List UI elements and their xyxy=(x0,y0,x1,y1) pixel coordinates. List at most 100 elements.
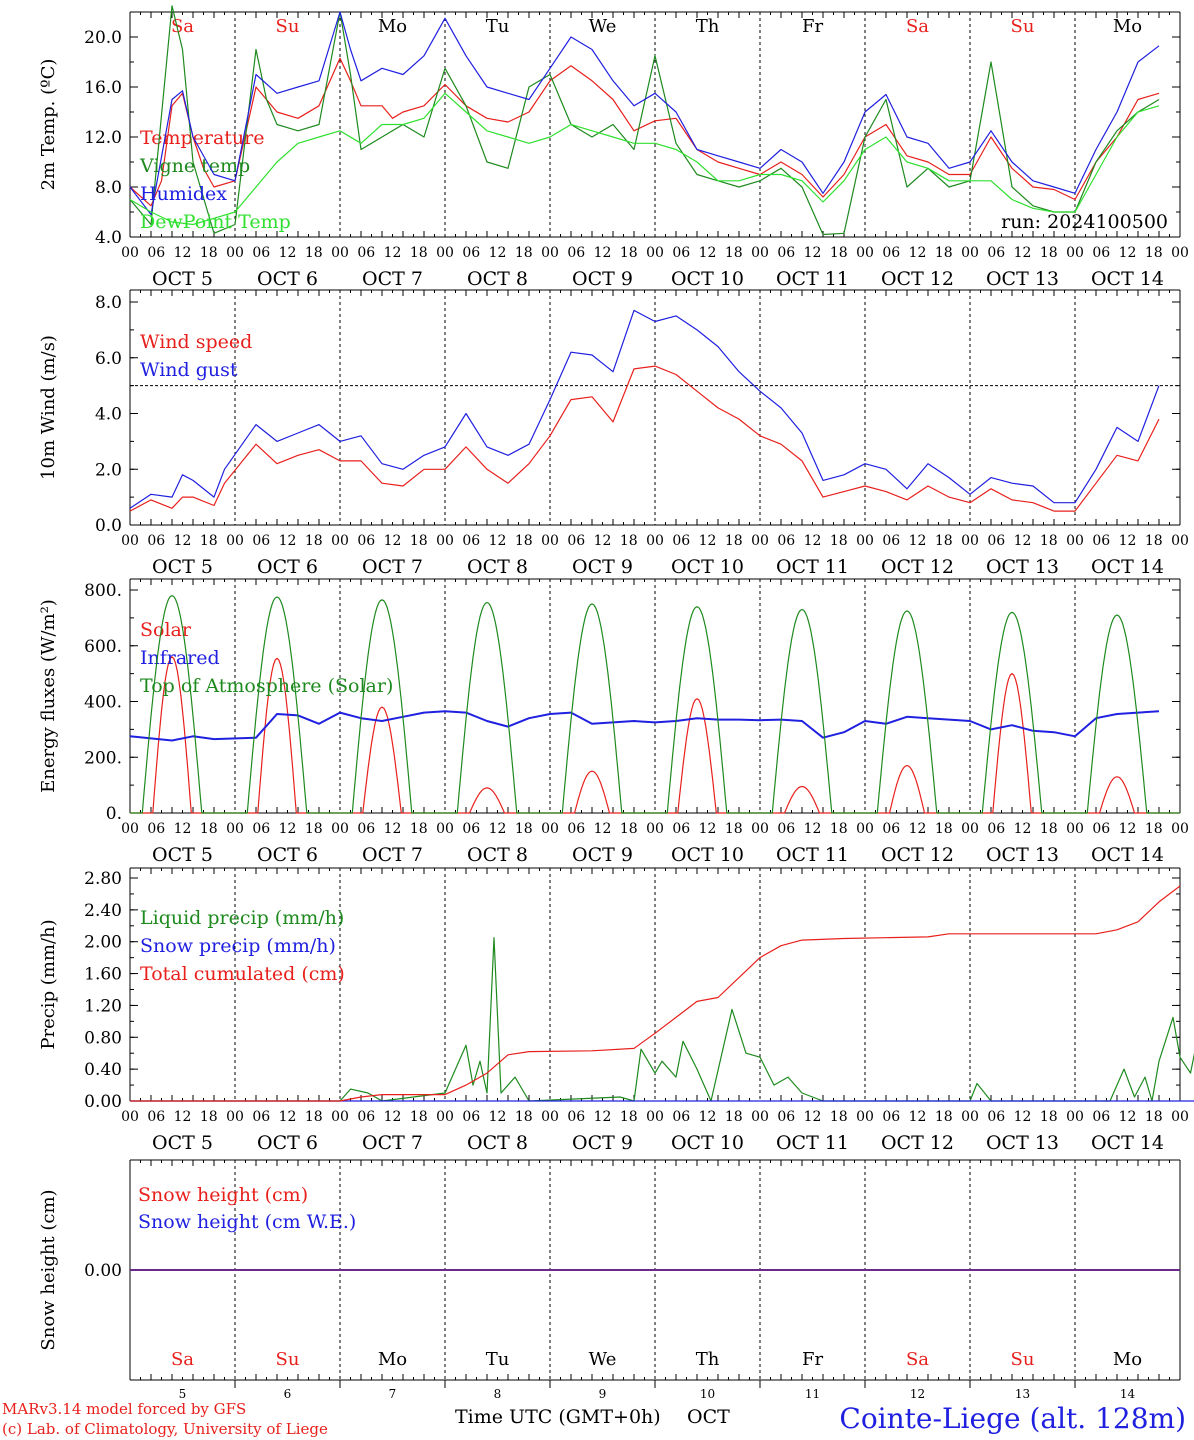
hour-tick-label: 12 xyxy=(279,1109,297,1125)
hour-tick-label: 12 xyxy=(1014,821,1032,837)
hour-tick-label: 18 xyxy=(620,245,638,261)
date-label: OCT 11 xyxy=(776,556,849,578)
hour-tick-label: 12 xyxy=(804,245,822,261)
hour-tick-label: 06 xyxy=(147,1109,165,1125)
date-label: OCT 6 xyxy=(257,1132,318,1154)
date-label: OCT 14 xyxy=(1091,844,1164,866)
hour-tick-label: 12 xyxy=(489,245,507,261)
legend-entry: Humidex xyxy=(140,183,227,205)
y-tick-label: 2.00 xyxy=(84,933,122,953)
date-label: OCT 10 xyxy=(671,1132,744,1154)
day-number-label: 7 xyxy=(389,1387,397,1401)
hour-tick-label: 12 xyxy=(174,533,192,549)
hour-tick-label: 00 xyxy=(226,821,244,837)
date-label: OCT 12 xyxy=(881,1132,954,1154)
day-name-label: Mo xyxy=(1113,1349,1142,1370)
hour-tick-label: 06 xyxy=(777,533,795,549)
day-name-label: Sa xyxy=(906,16,929,37)
day-name-label: Sa xyxy=(171,1349,194,1370)
hour-tick-label: 12 xyxy=(1119,821,1137,837)
hour-tick-label: 12 xyxy=(489,1109,507,1125)
legend-entry: Snow height (cm W.E.) xyxy=(138,1211,356,1233)
series-line-liquid-precip-mm-h- xyxy=(130,937,1194,1102)
hour-tick-label: 18 xyxy=(1040,245,1058,261)
hour-tick-label: 06 xyxy=(462,533,480,549)
day-name-label: Tu xyxy=(486,16,510,37)
hour-tick-label: 18 xyxy=(935,821,953,837)
hour-tick-label: 06 xyxy=(672,533,690,549)
date-label: OCT 9 xyxy=(572,268,633,290)
date-label: OCT 11 xyxy=(776,1132,849,1154)
run-label: run: 2024100500 xyxy=(1001,211,1168,233)
y-tick-label: 600. xyxy=(84,637,122,657)
hour-tick-label: 12 xyxy=(699,533,717,549)
hour-tick-label: 00 xyxy=(226,245,244,261)
date-label: OCT 8 xyxy=(467,844,528,866)
hour-tick-label: 12 xyxy=(174,821,192,837)
date-label: OCT 12 xyxy=(881,844,954,866)
hour-tick-label: 12 xyxy=(174,245,192,261)
hour-tick-label: 18 xyxy=(830,533,848,549)
hour-tick-label: 12 xyxy=(594,821,612,837)
hour-tick-label: 06 xyxy=(672,821,690,837)
date-label: OCT 13 xyxy=(986,556,1059,578)
hour-tick-label: 00 xyxy=(121,245,139,261)
x-axis-title: Time UTC (GMT+0h) xyxy=(455,1406,661,1428)
hour-tick-label: 06 xyxy=(357,821,375,837)
hour-tick-label: 06 xyxy=(252,245,270,261)
hour-tick-label: 18 xyxy=(1145,533,1163,549)
day-name-label: Fr xyxy=(802,1349,823,1370)
hour-tick-label: 18 xyxy=(305,245,323,261)
y-tick-label: 4.0 xyxy=(95,228,122,248)
hour-tick-label: 18 xyxy=(410,821,428,837)
y-tick-label: 1.20 xyxy=(84,996,122,1016)
hour-tick-label: 18 xyxy=(830,1109,848,1125)
hour-tick-label: 06 xyxy=(1092,245,1110,261)
day-name-label: Mo xyxy=(378,1349,407,1370)
day-name-label: Tu xyxy=(486,1349,510,1370)
date-label: OCT 14 xyxy=(1091,1132,1164,1154)
series-line-infrared xyxy=(129,710,1160,742)
y-axis-label: Energy fluxes (W/m²) xyxy=(38,599,59,793)
hour-tick-label: 12 xyxy=(384,245,402,261)
date-label: OCT 11 xyxy=(776,844,849,866)
y-tick-label: 12.0 xyxy=(84,128,122,148)
y-tick-label: 800. xyxy=(84,581,122,601)
date-label: OCT 13 xyxy=(986,1132,1059,1154)
hour-tick-label: 00 xyxy=(1171,533,1189,549)
hour-tick-label: 00 xyxy=(1066,245,1084,261)
y-tick-label: 200. xyxy=(84,748,122,768)
hour-tick-label: 00 xyxy=(751,821,769,837)
hour-tick-label: 06 xyxy=(567,245,585,261)
date-label: OCT 7 xyxy=(362,556,423,578)
hour-tick-label: 06 xyxy=(147,821,165,837)
series-line-humidex xyxy=(129,11,1160,216)
hour-tick-label: 18 xyxy=(515,821,533,837)
hour-tick-label: 06 xyxy=(357,533,375,549)
hour-tick-label: 12 xyxy=(279,245,297,261)
date-label: OCT 6 xyxy=(257,268,318,290)
copyright-label: (c) Lab. of Climatology, University of L… xyxy=(2,1420,328,1438)
date-label: OCT 13 xyxy=(986,844,1059,866)
hour-tick-label: 12 xyxy=(909,533,927,549)
hour-tick-label: 18 xyxy=(200,533,218,549)
day-number-label: 6 xyxy=(284,1387,292,1401)
hour-tick-label: 18 xyxy=(1145,821,1163,837)
hour-tick-label: 12 xyxy=(594,533,612,549)
hour-tick-label: 12 xyxy=(909,821,927,837)
hour-tick-label: 18 xyxy=(935,245,953,261)
hour-tick-label: 18 xyxy=(725,533,743,549)
date-label: OCT 6 xyxy=(257,556,318,578)
hour-tick-label: 06 xyxy=(882,245,900,261)
hour-tick-label: 00 xyxy=(541,1109,559,1125)
hour-tick-label: 18 xyxy=(935,1109,953,1125)
legend-entry: Solar xyxy=(140,619,192,641)
hour-tick-label: 18 xyxy=(515,533,533,549)
hour-tick-label: 12 xyxy=(804,1109,822,1125)
hour-tick-label: 18 xyxy=(725,1109,743,1125)
hour-tick-label: 06 xyxy=(252,533,270,549)
hour-tick-label: 06 xyxy=(252,821,270,837)
y-tick-label: 1.60 xyxy=(84,965,122,985)
hour-tick-label: 06 xyxy=(987,245,1005,261)
